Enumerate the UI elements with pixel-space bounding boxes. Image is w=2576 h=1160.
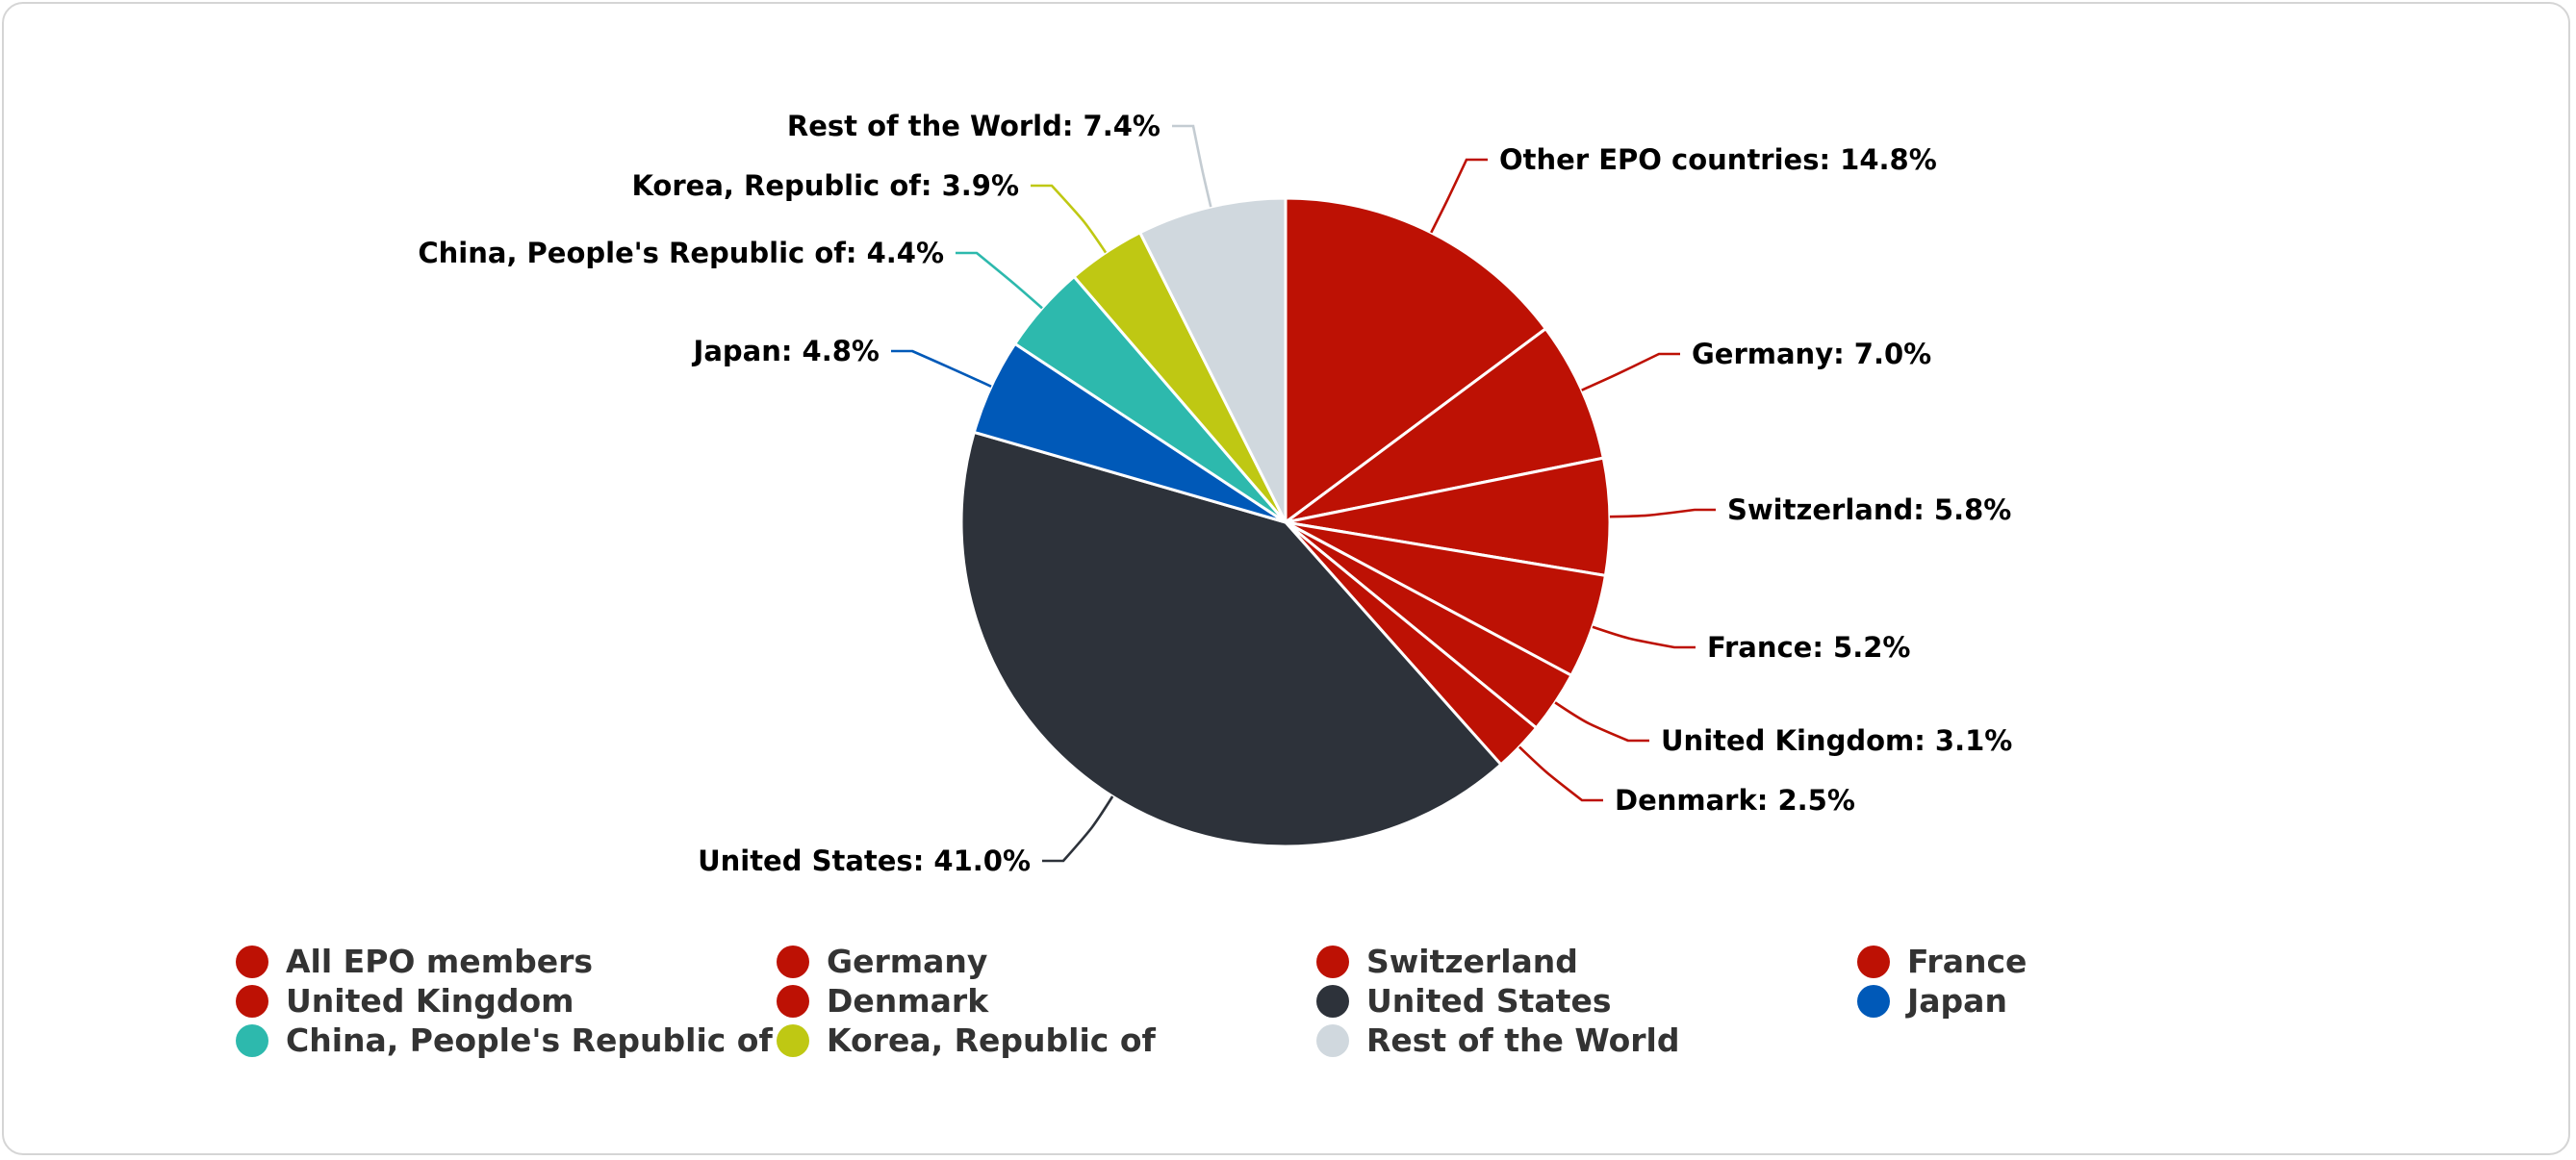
data-label-korea-republic-of: Korea, Republic of: 3.9% bbox=[631, 169, 1019, 202]
data-label-other-epo-countries: Other EPO countries: 14.8% bbox=[1499, 143, 1937, 176]
connector-korea-republic-of bbox=[1031, 186, 1106, 253]
data-label-united-states: United States: 41.0% bbox=[698, 845, 1031, 877]
legend-symbol-icon bbox=[1316, 1024, 1349, 1057]
legend-symbol-icon bbox=[236, 946, 268, 978]
legend-label: China, People's Republic of bbox=[286, 1021, 773, 1060]
legend-label: Denmark bbox=[827, 982, 988, 1021]
data-label-united-kingdom: United Kingdom: 3.1% bbox=[1661, 724, 2012, 757]
connector-japan bbox=[891, 351, 991, 387]
legend-symbol-icon bbox=[1316, 946, 1349, 978]
legend-symbol-icon bbox=[236, 985, 268, 1018]
legend-symbol-icon bbox=[1316, 985, 1349, 1018]
legend-symbol-icon bbox=[777, 946, 809, 978]
legend-symbol-icon bbox=[777, 985, 809, 1018]
legend-label: United States bbox=[1366, 982, 1611, 1021]
connector-rest-of-the-world bbox=[1172, 126, 1211, 207]
connector-united-kingdom bbox=[1555, 702, 1649, 741]
connector-germany bbox=[1582, 354, 1680, 391]
data-label-rest-of-the-world: Rest of the World: 7.4% bbox=[787, 110, 1160, 142]
legend-label: Korea, Republic of bbox=[827, 1021, 1156, 1060]
legend-label: Switzerland bbox=[1366, 943, 1578, 981]
legend-label: France bbox=[1907, 943, 2027, 981]
legend-symbol-icon bbox=[777, 1024, 809, 1057]
pie-slices bbox=[961, 198, 1610, 846]
connector-china-people-s-republic-of bbox=[956, 253, 1042, 308]
data-label-switzerland: Switzerland: 5.8% bbox=[1727, 493, 2011, 526]
legend-label: Germany bbox=[827, 943, 987, 981]
data-label-france: France: 5.2% bbox=[1707, 631, 1910, 664]
legend-label: Rest of the World bbox=[1366, 1021, 1679, 1060]
legend-label: United Kingdom bbox=[286, 982, 574, 1021]
legend-symbol-icon bbox=[1857, 946, 1890, 978]
connector-united-states bbox=[1042, 796, 1112, 861]
data-label-germany: Germany: 7.0% bbox=[1692, 338, 1931, 370]
connector-denmark bbox=[1519, 747, 1603, 800]
data-label-japan: Japan: 4.8% bbox=[692, 335, 880, 367]
legend-label: All EPO members bbox=[286, 943, 593, 981]
data-label-denmark: Denmark: 2.5% bbox=[1615, 784, 1855, 817]
connector-france bbox=[1593, 627, 1696, 647]
legend-label: Japan bbox=[1907, 982, 2007, 1021]
legend-symbol-icon bbox=[236, 1024, 268, 1057]
connector-switzerland bbox=[1610, 510, 1716, 517]
data-label-china-people-s-republic-of: China, People's Republic of: 4.4% bbox=[418, 237, 944, 269]
legend-symbol-icon bbox=[1857, 985, 1890, 1018]
connector-other-epo-countries bbox=[1431, 160, 1488, 233]
